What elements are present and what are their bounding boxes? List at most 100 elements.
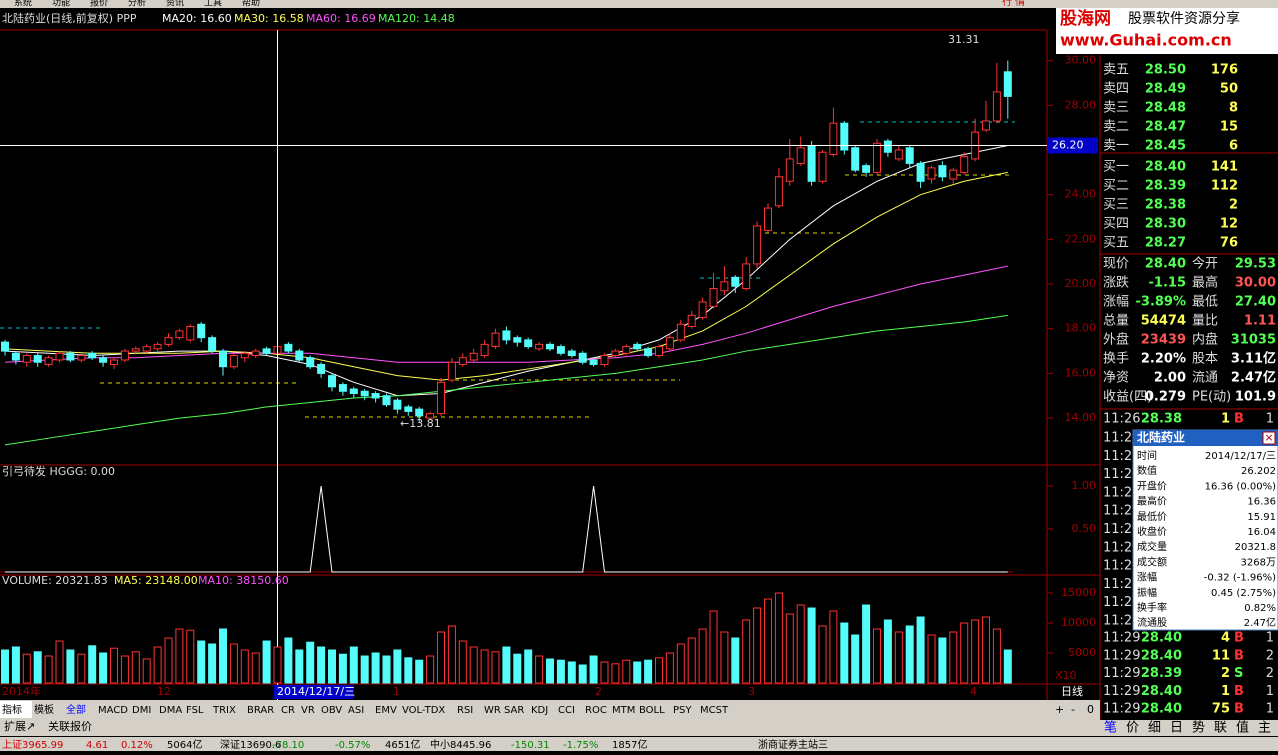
volume-ma10: MA10: 38150.60 — [198, 574, 289, 587]
quote-label: 总量 — [1103, 314, 1129, 329]
volume-bar — [175, 628, 184, 684]
tab[interactable]: VOL-TDX — [402, 705, 445, 716]
volume-bar — [556, 659, 565, 684]
volume-bar — [992, 628, 1001, 684]
tab[interactable]: RSI — [457, 705, 473, 716]
x-label: 12 — [157, 685, 171, 698]
menu-item[interactable]: 系统 — [14, 0, 32, 9]
tick-side: B — [1234, 631, 1244, 646]
menu-item[interactable]: 资讯 — [166, 0, 184, 9]
tab[interactable]: ASI — [348, 705, 364, 716]
candle-body — [578, 352, 587, 363]
side-tab[interactable]: 主 — [1258, 721, 1271, 736]
volume-bar — [142, 658, 151, 684]
tab[interactable]: ROC — [585, 705, 607, 716]
candle-body — [622, 346, 631, 354]
side-tab-bar — [1100, 720, 1278, 736]
tick-volume: 11 — [1212, 648, 1230, 663]
volume-bar — [458, 640, 467, 684]
menu-item[interactable]: 分析 — [128, 0, 146, 9]
sub-tab[interactable]: 扩展↗ — [4, 719, 35, 733]
tab[interactable]: 模板 — [34, 703, 54, 716]
volume-bar — [949, 631, 958, 684]
menu-item[interactable]: 帮助 — [242, 0, 260, 9]
side-tab[interactable]: 细 — [1148, 721, 1161, 736]
popup-value: 15.91 — [1247, 512, 1276, 523]
tab[interactable]: CCI — [558, 705, 575, 716]
tab[interactable]: PSY — [673, 705, 692, 716]
tab[interactable]: 指标 — [2, 703, 22, 716]
candle-body — [164, 337, 173, 345]
candle-body — [480, 343, 489, 357]
tab[interactable]: MCST — [700, 705, 729, 716]
volume-bar — [742, 619, 751, 684]
tab[interactable]: CR — [281, 705, 295, 716]
side-tab[interactable]: 日 — [1170, 721, 1183, 736]
tab[interactable]: 全部 — [66, 703, 86, 716]
tab[interactable]: BOLL — [639, 705, 665, 716]
volume-bar — [55, 640, 64, 684]
tab[interactable]: MACD — [98, 705, 128, 716]
tick-price: 28.39 — [1141, 666, 1182, 681]
side-tab[interactable]: 价 — [1126, 721, 1139, 736]
tab[interactable]: KDJ — [531, 705, 548, 716]
tab[interactable]: FSL — [186, 705, 204, 716]
quote-label: 今开 — [1192, 256, 1218, 272]
menu-item[interactable]: 工具 — [204, 0, 222, 9]
volume-bar — [764, 598, 772, 684]
indicator-line — [5, 485, 1008, 573]
candle-body — [742, 263, 751, 290]
tab[interactable]: SAR — [504, 705, 524, 716]
volume-bar — [851, 634, 860, 684]
popup-value: 0.82% — [1244, 603, 1276, 614]
candle-body — [687, 314, 696, 327]
candle-body — [698, 301, 707, 319]
side-tab[interactable]: 势 — [1192, 720, 1205, 736]
tab[interactable]: VR — [301, 705, 315, 716]
tab[interactable]: OBV — [321, 705, 342, 716]
popup-value: 2014/12/17/三 — [1205, 451, 1276, 462]
tab[interactable]: TRIX — [212, 705, 236, 716]
candle-body — [240, 352, 249, 359]
volume-bar — [567, 661, 576, 684]
tab-control[interactable]: 0 — [1087, 703, 1094, 716]
book-label: 卖三 — [1103, 101, 1129, 116]
candle-body — [513, 337, 522, 343]
book-label: 买二 — [1103, 179, 1129, 194]
candle-body — [796, 147, 805, 164]
popup-close[interactable] — [1262, 431, 1276, 445]
candle-body — [546, 343, 554, 350]
tab[interactable]: EMV — [375, 705, 397, 716]
candle-body — [905, 147, 914, 164]
side-tab[interactable]: 值 — [1236, 720, 1249, 736]
candle-body — [720, 281, 729, 292]
side-tab[interactable]: 笔 — [1104, 720, 1117, 736]
candle-body — [676, 323, 685, 341]
candle-body — [938, 165, 947, 178]
status-item: -78.10 — [272, 740, 304, 751]
popup-label: 开盘价 — [1137, 479, 1167, 492]
tab[interactable]: DMI — [132, 705, 151, 716]
sub-tab[interactable]: 关联报价 — [48, 719, 92, 733]
tick-volume: 1 — [1221, 412, 1230, 427]
tab[interactable]: MTM — [612, 705, 635, 716]
close-glyph[interactable]: × — [1264, 431, 1273, 444]
tick-volume: 4 — [1221, 631, 1230, 646]
menu-item[interactable]: 功能 — [52, 0, 70, 9]
tab[interactable]: BRAR — [247, 705, 274, 716]
side-tab[interactable]: 联 — [1214, 721, 1227, 736]
popup-value: 3268万 — [1241, 557, 1276, 568]
top-tab[interactable]: 行 情 — [1002, 0, 1025, 8]
tab-control[interactable]: - — [1071, 703, 1075, 716]
tab[interactable]: DMA — [159, 705, 182, 716]
tab-control[interactable]: + — [1055, 703, 1064, 716]
tick-count: 1 — [1266, 702, 1274, 717]
candle-body — [208, 337, 217, 352]
candle-body — [66, 352, 75, 361]
tick-price: 28.38 — [1141, 412, 1182, 427]
menu-item[interactable]: 报价 — [90, 0, 108, 9]
status-item: 浙商证券主站三 — [758, 738, 828, 751]
tab[interactable]: WR — [484, 705, 501, 716]
candle-body — [382, 395, 391, 406]
volume-bar — [219, 628, 227, 684]
